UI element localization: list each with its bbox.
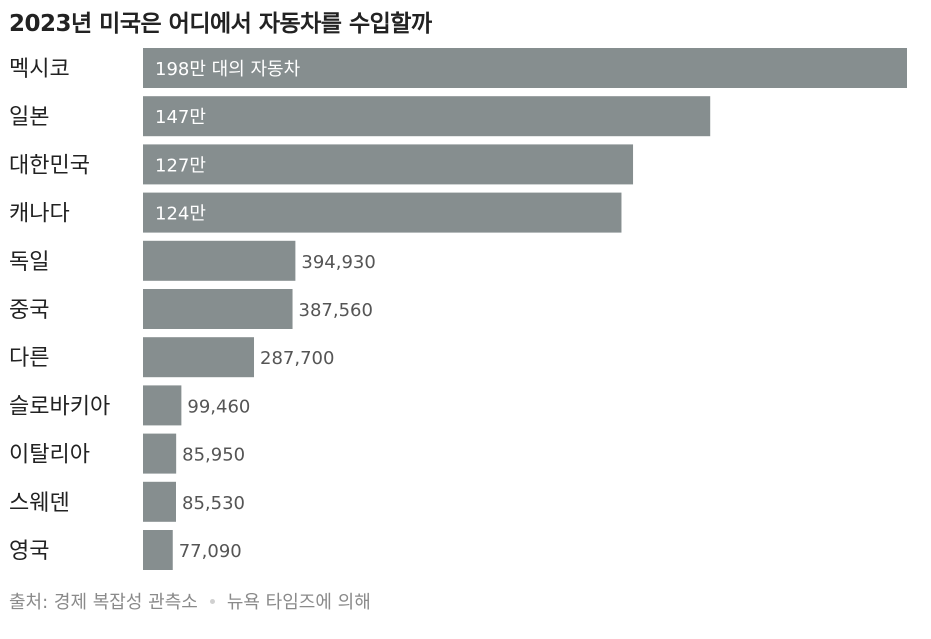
category-label: 멕시코	[9, 57, 70, 82]
category-label: 다른	[9, 346, 49, 371]
category-label: 독일	[9, 250, 49, 275]
credit-note: 뉴욕 타임즈에 의해	[226, 592, 371, 613]
category-label: 일본	[9, 105, 49, 130]
bar	[143, 433, 177, 474]
bar	[143, 48, 907, 88]
footer: 출처: 경제 복잡성 관측소 뉴욕 타임즈에 의해	[9, 588, 371, 614]
data-label: 85,950	[182, 445, 245, 466]
bar	[143, 530, 173, 570]
data-label: 127만	[155, 155, 206, 176]
category-label: 대한민국	[9, 153, 90, 178]
category-label: 캐나다	[9, 202, 70, 227]
data-label: 99,460	[187, 396, 250, 417]
bar	[143, 240, 296, 281]
bar	[143, 337, 255, 378]
bar	[143, 481, 177, 522]
data-label: 147만	[155, 107, 206, 128]
category-label: 이탈리아	[9, 443, 90, 468]
data-label: 287,700	[260, 348, 334, 369]
bar	[143, 144, 634, 185]
bar	[143, 96, 711, 137]
bar	[143, 289, 293, 329]
data-label: 77,090	[179, 541, 242, 562]
data-label: 85,530	[182, 493, 245, 514]
bar	[143, 192, 622, 233]
bar	[143, 385, 182, 426]
data-label: 198만 대의 자동차	[155, 59, 301, 80]
category-label: 스웨덴	[9, 491, 70, 516]
category-label: 영국	[9, 539, 49, 564]
source-note: 출처: 경제 복잡성 관측소	[9, 592, 198, 613]
separator-dot	[209, 599, 215, 604]
chart-title: 2023년 미국은 어디에서 자동차를 수입할까	[9, 11, 432, 37]
data-label: 394,930	[301, 252, 375, 273]
category-label: 슬로바키아	[9, 394, 110, 419]
data-label: 124만	[155, 204, 206, 225]
category-label: 중국	[9, 298, 49, 323]
data-label: 387,560	[299, 300, 373, 321]
